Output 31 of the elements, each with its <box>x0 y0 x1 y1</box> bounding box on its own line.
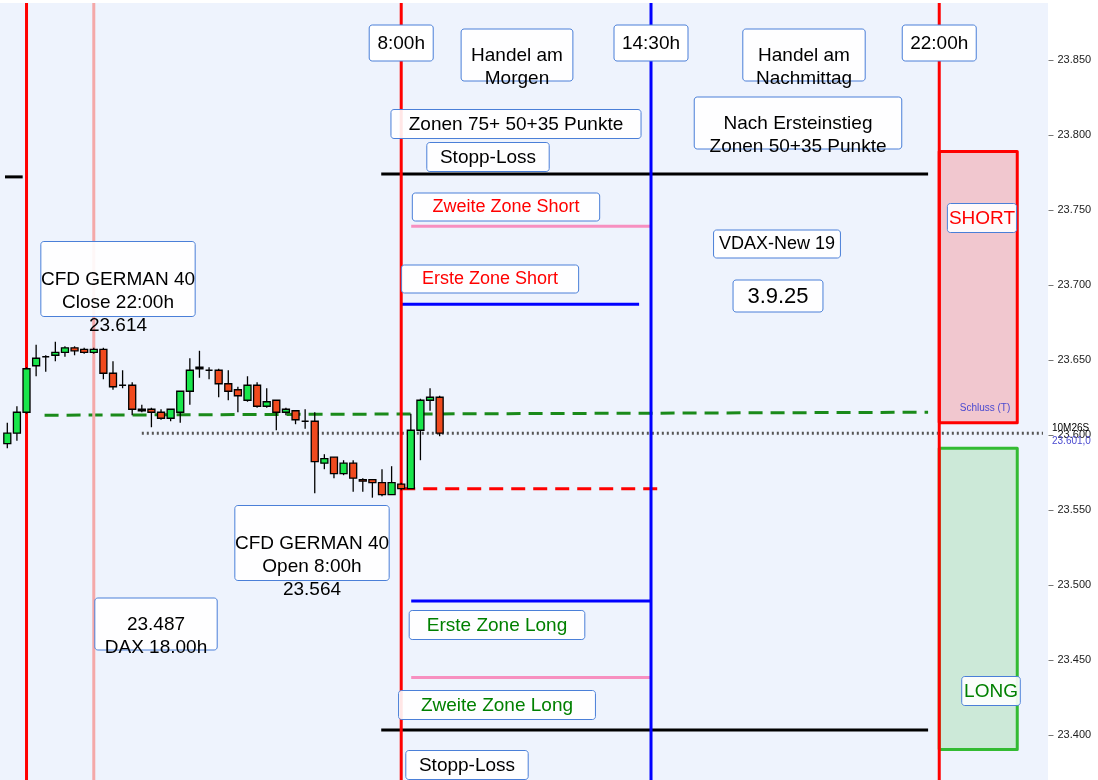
annotation: Nach Ersteinstieg Zonen 50+35 Punkte <box>709 112 887 156</box>
y-tick-label: 23.400 <box>1057 728 1092 741</box>
y-tick-label: 23.850 <box>1057 53 1092 66</box>
y-tick-label: 23.500 <box>1057 578 1092 591</box>
y-tick-label: 23.650 <box>1057 353 1092 366</box>
annotation: Zonen 75+ 50+35 Punkte <box>408 113 624 134</box>
annotation: Erste Zone Short <box>421 268 559 288</box>
annotation: CFD GERMAN 40 Open 8:00h 23.564 <box>234 532 390 599</box>
annotation: LONG <box>964 680 1018 701</box>
text: 23.601,0 <box>1052 435 1092 446</box>
ref-line-label: 22:00h <box>910 32 969 53</box>
annotation: VDAX-New 19 <box>718 233 836 253</box>
annotation: Schluss (T) <box>959 402 1011 413</box>
y-tick-label: 23.450 <box>1057 653 1092 666</box>
y-tick-label: 23.700 <box>1057 278 1092 291</box>
y-tick-label: 23.800 <box>1057 128 1092 141</box>
annotation: Zweite Zone Long <box>420 694 574 715</box>
annotation: 23.487 DAX 18.00h <box>104 613 208 657</box>
annotation: Handel am Morgen <box>471 44 563 88</box>
annotation: 3.9.25 <box>747 283 809 308</box>
annotation: Stopp-Loss <box>439 146 537 167</box>
ref-line-label: 14:30h <box>621 32 681 53</box>
annotation: Erste Zone Long <box>426 614 568 635</box>
y-tick-label: 23.750 <box>1057 203 1092 216</box>
ref-line-label: 8:00h <box>377 32 425 53</box>
annotation: Stopp-Loss <box>418 754 516 775</box>
annotation: Zweite Zone Short <box>432 196 580 216</box>
annotation: CFD GERMAN 40 Close 22:00h 23.614 <box>40 268 196 335</box>
annotation: Handel am Nachmittag <box>755 44 853 88</box>
y-tick-label: 23.550 <box>1057 503 1092 516</box>
annotation: SHORT <box>948 207 1016 228</box>
